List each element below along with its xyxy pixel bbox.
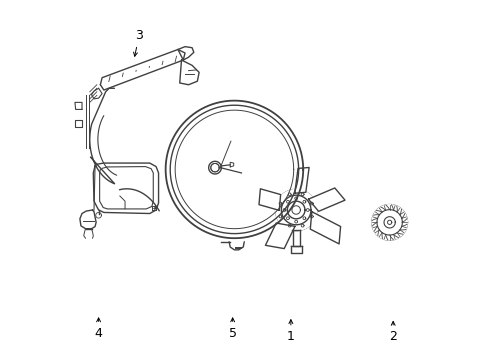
Polygon shape [209,161,221,174]
Polygon shape [310,212,341,244]
Text: 1: 1 [287,320,295,343]
Text: 4: 4 [95,318,102,340]
Text: 3: 3 [134,29,143,56]
Polygon shape [308,188,345,211]
Polygon shape [295,167,309,193]
Polygon shape [372,205,407,240]
Polygon shape [175,110,294,229]
Text: 2: 2 [389,321,397,343]
Polygon shape [276,189,317,230]
Text: 5: 5 [229,318,237,340]
Polygon shape [266,223,295,249]
Polygon shape [259,189,281,210]
